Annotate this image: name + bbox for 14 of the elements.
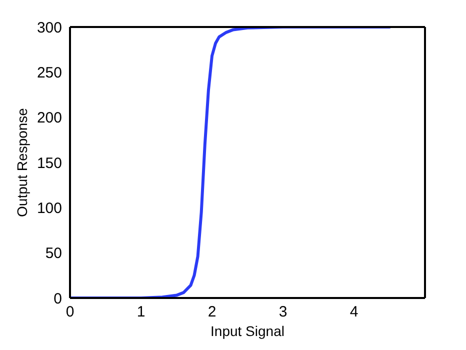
x-tick-label: 0	[66, 304, 74, 321]
x-tick-label: 2	[208, 304, 216, 321]
y-tick-label: 200	[36, 110, 62, 127]
y-tick-label: 150	[36, 154, 62, 172]
y-tick-label: 300	[36, 19, 62, 36]
y-tick-label: 100	[36, 200, 62, 217]
x-tick-label: 1	[136, 304, 146, 321]
x-tick-label: 3	[278, 304, 288, 321]
x-tick-label: 4	[350, 304, 358, 321]
y-tick-label: 0	[54, 290, 62, 308]
y-axis-title: Output Response	[14, 108, 30, 217]
y-tick-label: 50	[45, 245, 62, 262]
y-tick-label: 250	[36, 64, 62, 82]
x-axis-title: Input Signal	[210, 323, 284, 339]
